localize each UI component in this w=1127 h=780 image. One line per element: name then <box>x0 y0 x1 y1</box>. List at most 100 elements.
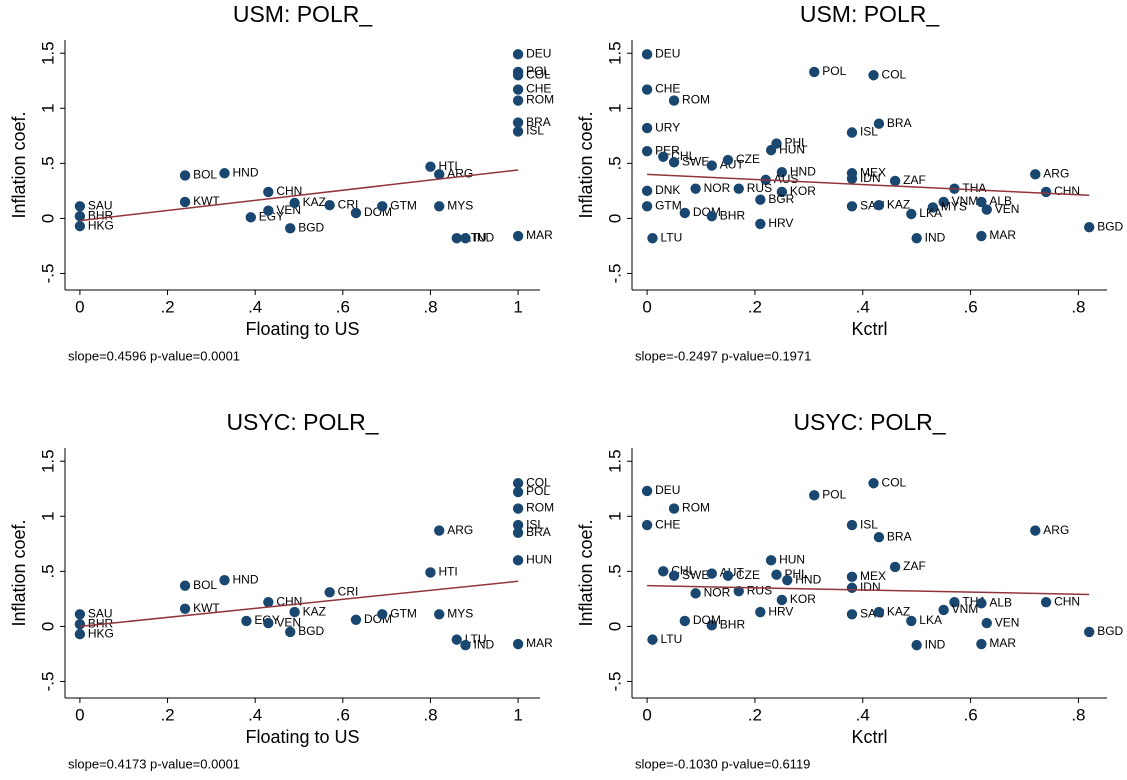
point-label: HRV <box>768 604 793 618</box>
x-tick-label: .2 <box>160 705 174 724</box>
point-label: COL <box>882 475 907 489</box>
x-tick-label: .4 <box>248 297 262 316</box>
point-label: SAU <box>88 198 113 212</box>
y-tick-label: .5 <box>38 564 57 578</box>
point-label: POL <box>526 64 550 78</box>
point-label: ROM <box>682 93 710 107</box>
point-label: ARG <box>1043 523 1069 537</box>
point <box>706 160 717 171</box>
point <box>179 603 191 614</box>
point-label: CHN <box>1054 594 1080 608</box>
trend-line <box>79 169 519 222</box>
point-label: CHE <box>655 517 680 531</box>
y-tick-label: .5 <box>38 156 57 170</box>
point-label: ROM <box>526 501 554 515</box>
point <box>512 70 524 81</box>
point-label: RUS <box>747 583 772 597</box>
trend-line <box>647 173 1090 197</box>
point <box>350 614 362 626</box>
point-label: POL <box>526 484 550 498</box>
y-tick-label: 1.5 <box>38 449 57 473</box>
point <box>512 519 524 531</box>
point <box>324 199 335 211</box>
point-label: POL <box>822 64 846 78</box>
point-label: IND <box>474 637 495 651</box>
point <box>1084 626 1095 638</box>
point-label: CHE <box>655 82 680 96</box>
point <box>641 122 653 134</box>
point <box>658 566 669 577</box>
point <box>755 606 766 618</box>
point-label: BRA <box>526 525 551 539</box>
point <box>722 154 734 166</box>
point-label: BGD <box>298 220 324 234</box>
point <box>782 574 793 586</box>
point-label: COL <box>526 67 551 81</box>
point <box>641 49 653 60</box>
point-label: BRA <box>526 115 551 129</box>
point <box>771 569 782 580</box>
point-label: ROM <box>526 93 554 107</box>
point-label: HUN <box>779 553 805 567</box>
point <box>690 588 701 599</box>
point-label: DEU <box>655 46 680 60</box>
point-label: SWE <box>682 154 709 168</box>
x-tick-label: 1 <box>513 297 522 316</box>
point-label: CZE <box>736 152 760 166</box>
point-label: KWT <box>193 601 220 615</box>
point <box>512 503 524 514</box>
point-label: COL <box>882 67 907 81</box>
y-tick-label: -.5 <box>605 672 624 692</box>
y-axis-title: Inflation coef. <box>576 111 596 218</box>
point <box>74 628 86 640</box>
point <box>641 201 653 212</box>
point-label: BOL <box>193 168 217 182</box>
point-label: BGD <box>298 624 324 638</box>
point <box>911 233 922 244</box>
point-label: URY <box>655 120 680 134</box>
point-label: HKG <box>88 218 114 232</box>
point <box>809 490 820 501</box>
point <box>755 194 766 205</box>
point-label: MAR <box>526 228 553 242</box>
point-label: HND <box>233 572 259 586</box>
y-tick-label: -.5 <box>605 264 624 284</box>
y-tick-label: -.5 <box>38 264 57 284</box>
y-tick-label: 1 <box>605 512 624 521</box>
point-label: SAU <box>88 606 113 620</box>
point <box>976 638 987 650</box>
point <box>976 598 987 609</box>
point-label: CHN <box>1054 184 1080 198</box>
point <box>846 173 858 184</box>
x-tick-label: .2 <box>748 705 762 724</box>
point-label: MEX <box>860 165 886 179</box>
trend-line <box>79 580 519 628</box>
point <box>868 70 879 81</box>
point-label: HND <box>233 165 259 179</box>
point <box>668 503 680 514</box>
point-label: DOM <box>693 613 721 627</box>
note: slope=-0.2497 p-value=0.1971 <box>635 348 811 363</box>
point <box>641 485 653 497</box>
x-tick-label: .2 <box>160 297 174 316</box>
point <box>976 230 987 242</box>
point <box>981 617 992 629</box>
point <box>1030 169 1041 180</box>
y-tick-label: 1.5 <box>38 41 57 65</box>
x-tick-label: .4 <box>856 705 870 724</box>
y-tick-label: .5 <box>605 564 624 578</box>
x-tick-label: .6 <box>963 705 977 724</box>
point-label: BRA <box>887 529 912 543</box>
point <box>512 230 524 242</box>
point-label: HRV <box>768 216 793 230</box>
point-label: VEN <box>995 615 1020 629</box>
point <box>1030 525 1041 536</box>
x-tick-label: .6 <box>336 705 350 724</box>
point <box>179 170 191 181</box>
point-label: LKA <box>919 613 942 627</box>
point-label: HTI <box>438 159 457 173</box>
point-label: KAZ <box>887 197 910 211</box>
point <box>219 168 230 179</box>
point <box>647 634 658 645</box>
point-label: MAR <box>526 636 553 650</box>
